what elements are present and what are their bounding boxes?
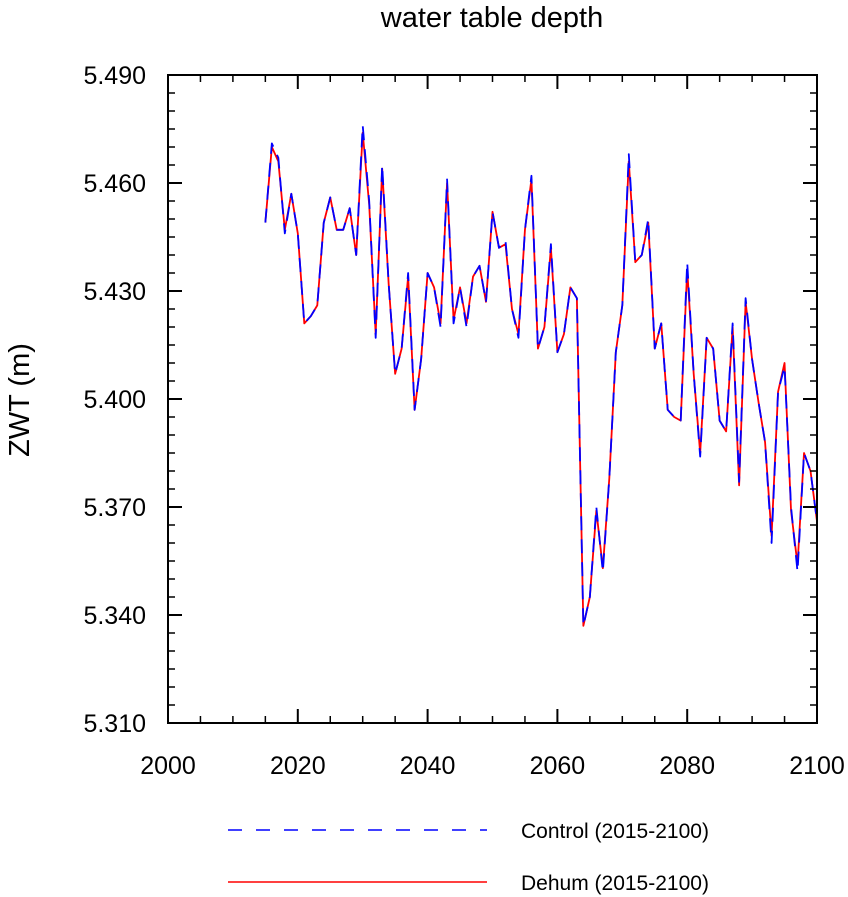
legend-label: Control (2015-2100): [521, 820, 709, 843]
x-tick-label: 2000: [140, 752, 196, 780]
y-tick-label: 5.460: [83, 170, 146, 198]
x-tick-label: 2040: [400, 752, 456, 780]
x-tick-label: 2060: [530, 752, 586, 780]
legend: Control (2015-2100) Dehum (2015-2100): [228, 820, 709, 895]
legend-label: Dehum (2015-2100): [521, 872, 709, 895]
y-tick-label: 5.310: [83, 710, 146, 738]
x-tick-label: 2100: [789, 752, 845, 780]
series-line-control-2015-2100: [264, 124, 818, 627]
y-tick-label: 5.370: [83, 494, 146, 522]
plot-frame: [167, 74, 818, 724]
plot-area: [264, 124, 818, 627]
y-tick-label: 5.340: [83, 602, 146, 630]
chart-title: water table depth: [380, 2, 603, 34]
axis-ticks: 2000 2020 2040 2060 2080 2100 5.310 5.340 5.370 5…: [83, 62, 844, 780]
y-tick-label: 5.430: [83, 278, 146, 306]
series-line-dehum-2015-2100: [264, 131, 818, 627]
y-axis-label: ZWT (m): [4, 343, 36, 457]
x-tick-label: 2080: [659, 752, 715, 780]
y-tick-label: 5.400: [83, 386, 146, 414]
y-tick-label: 5.490: [83, 62, 146, 90]
x-tick-label: 2020: [270, 752, 326, 780]
